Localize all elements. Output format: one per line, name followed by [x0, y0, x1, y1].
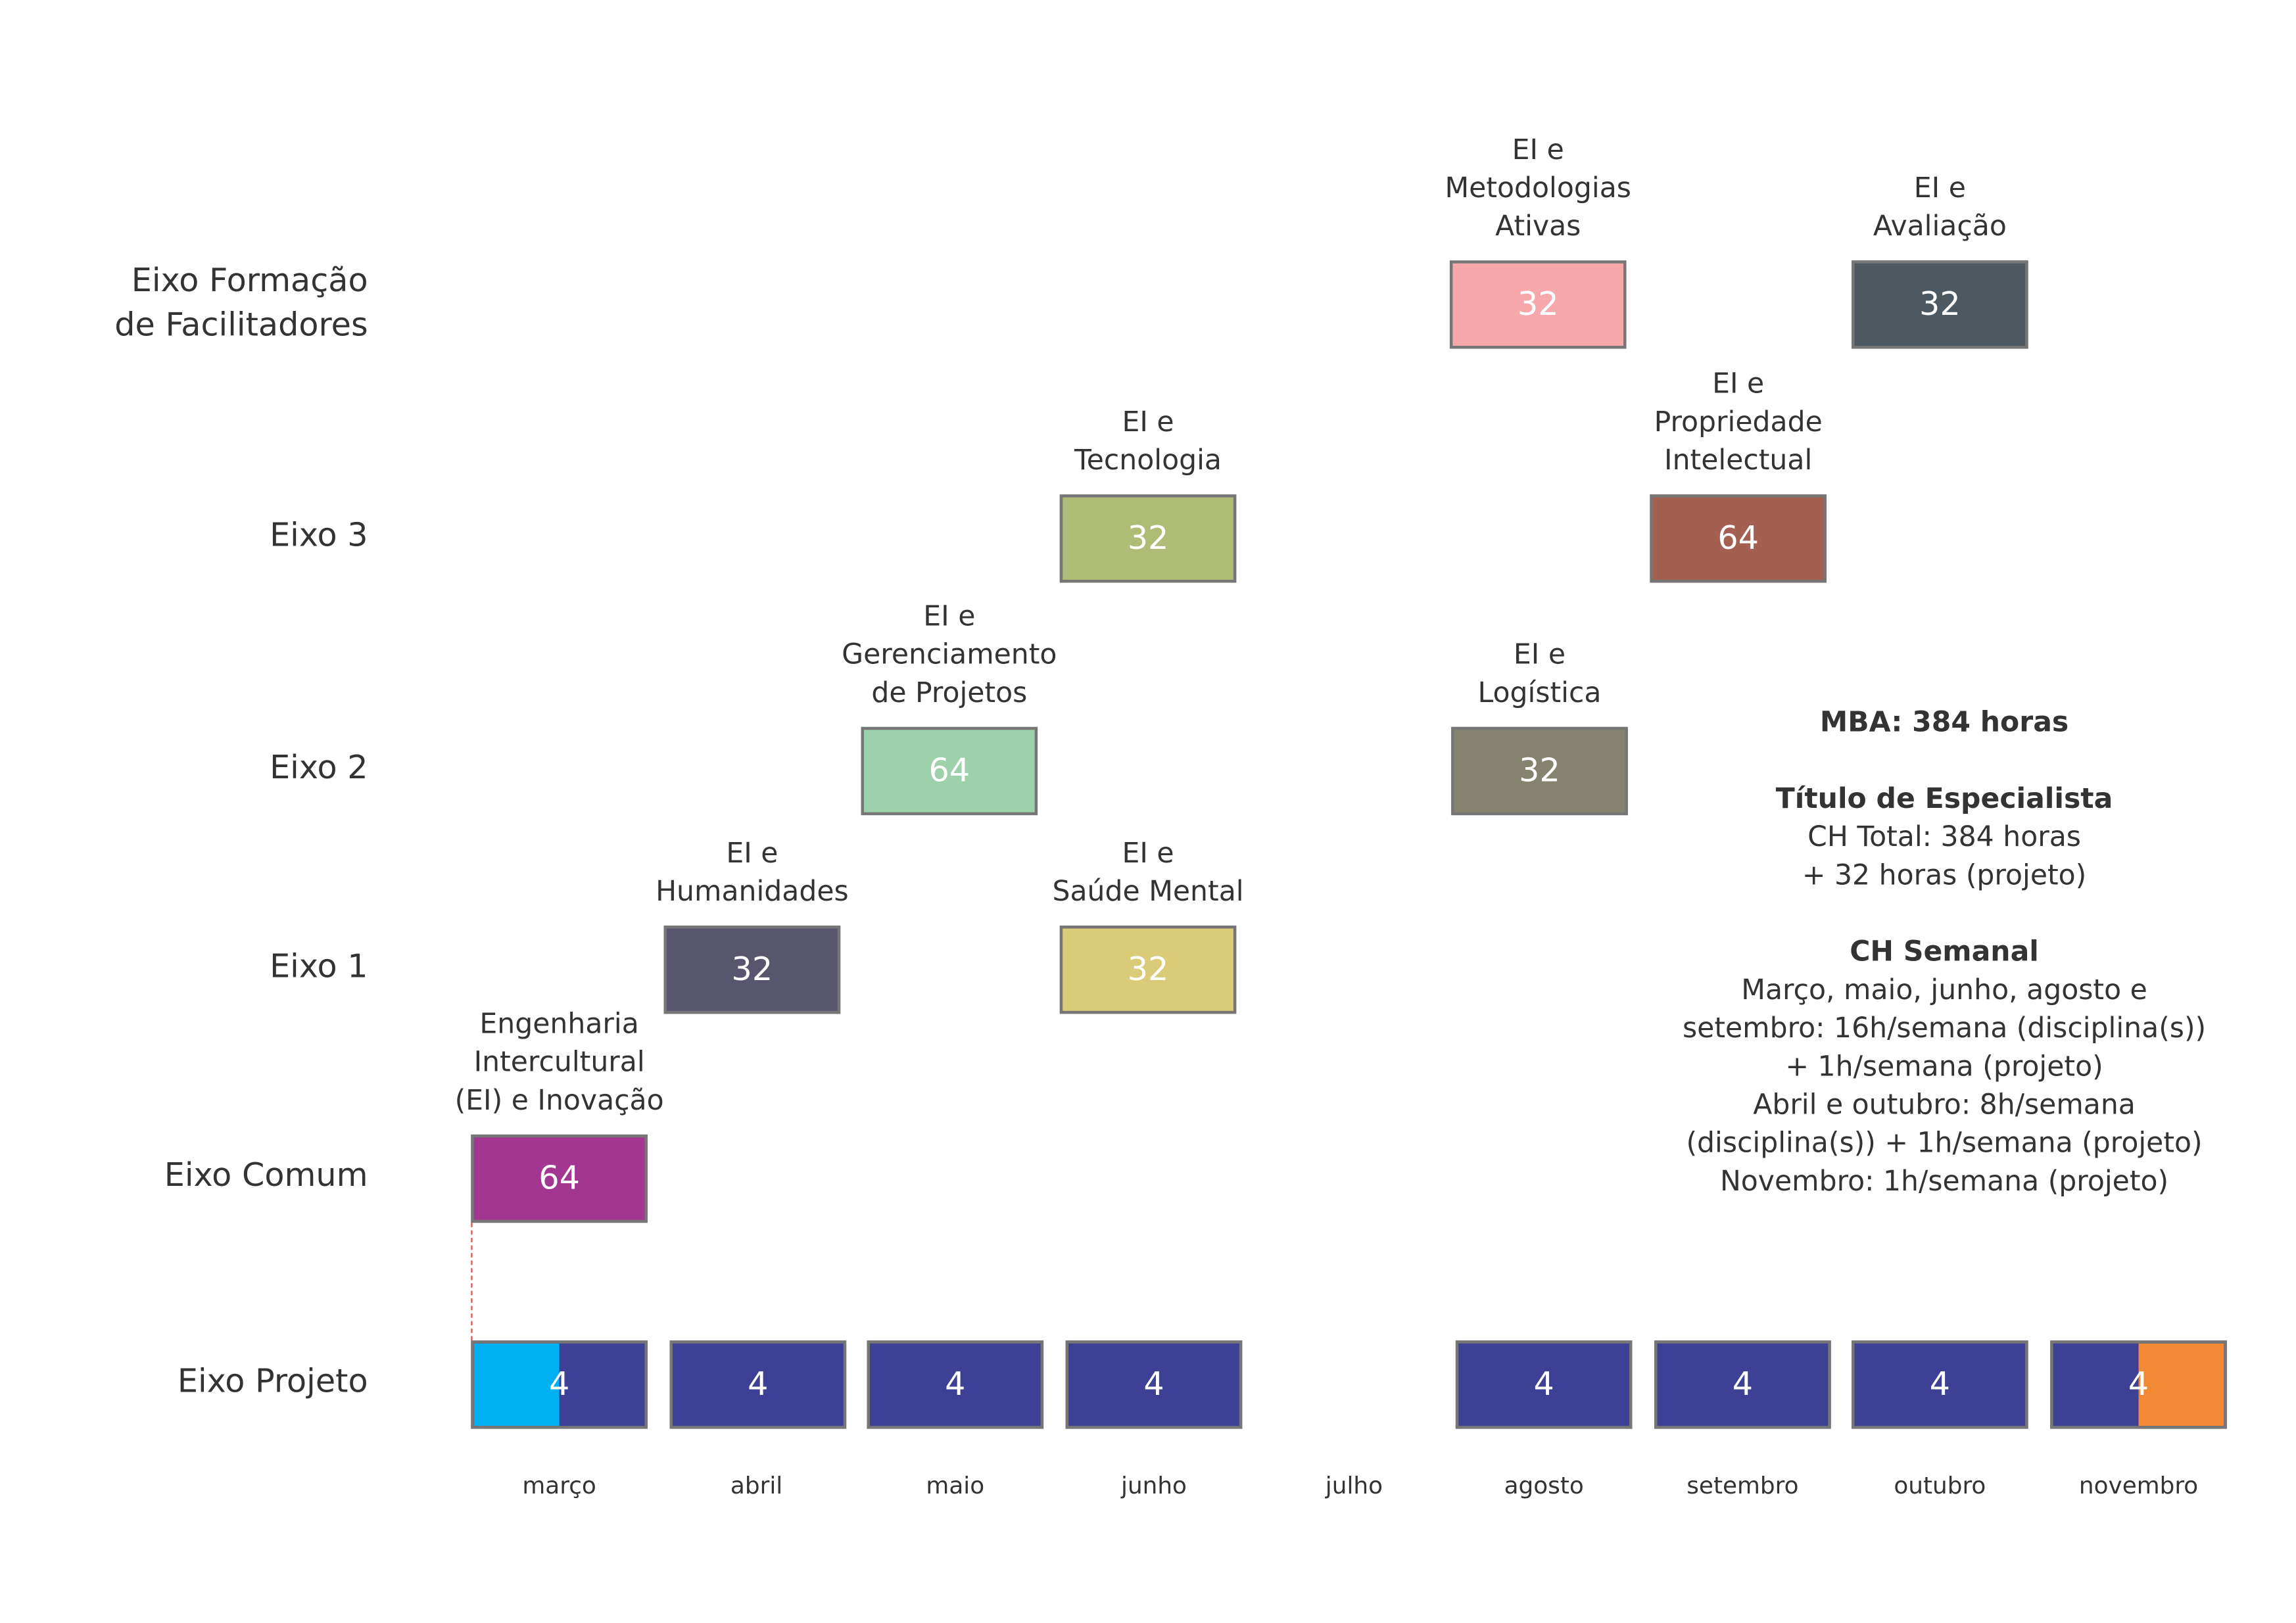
month-label: março — [522, 1471, 596, 1500]
module-box: 64 — [471, 1134, 648, 1223]
month-label: outubro — [1894, 1471, 1986, 1500]
module-title: Engenharia Intercultural (EI) e Inovação — [454, 1008, 664, 1117]
project-hours: 4 — [945, 1366, 966, 1403]
connector-line — [471, 1223, 473, 1341]
module-title: EI e Logística — [1477, 638, 1602, 709]
mba-total: MBA: 384 horas — [1819, 706, 2069, 739]
module-box: 64 — [1650, 494, 1827, 583]
project-start-marker — [473, 1343, 560, 1426]
month-label: abril — [730, 1471, 783, 1500]
semanal-line: Março, maio, junho, agosto e — [1741, 974, 2147, 1007]
project-hours: 4 — [2128, 1366, 2149, 1403]
row-label-eixo-comum: Eixo Comum — [164, 1158, 368, 1195]
module-title: EI e Metodologias Ativas — [1445, 133, 1631, 243]
month-label: novembro — [2078, 1471, 2199, 1500]
module-title: EI e Saúde Mental — [1052, 837, 1244, 908]
module-title: EI e Propriedade Intelectual — [1654, 367, 1823, 477]
row-label-eixo-2: Eixo 2 — [270, 750, 368, 788]
month-label: maio — [926, 1471, 985, 1500]
semanal-line: Novembro: 1h/semana (projeto) — [1719, 1165, 2169, 1198]
project-block: 4 — [1455, 1340, 1633, 1429]
module-box: 32 — [1059, 494, 1237, 583]
project-hours: 4 — [1533, 1366, 1554, 1403]
semanal-line: Abril e outubro: 8h/semana — [1753, 1089, 2136, 1121]
project-hours: 4 — [1143, 1366, 1164, 1403]
project-block: 4 — [1852, 1340, 2028, 1429]
semanal-line: + 1h/semana (projeto) — [1785, 1050, 2103, 1083]
month-label: junho — [1121, 1471, 1187, 1500]
semanal-line: (disciplina(s)) + 1h/semana (projeto) — [1686, 1127, 2203, 1160]
semanal-line: setembro: 16h/semana (disciplina(s)) — [1682, 1012, 2207, 1045]
ch-projeto: + 32 horas (projeto) — [1802, 859, 2087, 892]
project-block: 4 — [669, 1340, 847, 1429]
project-block: 4 — [2050, 1340, 2227, 1429]
project-end-marker — [2138, 1343, 2224, 1426]
project-hours: 4 — [548, 1366, 570, 1403]
module-title: EI e Avaliação — [1873, 172, 2007, 243]
semanal-heading: CH Semanal — [1850, 935, 2039, 968]
project-block: 4 — [1654, 1340, 1831, 1429]
row-label-eixo-1: Eixo 1 — [270, 949, 368, 986]
titulo-heading: Título de Especialista — [1775, 782, 2113, 816]
module-box: 32 — [1059, 926, 1237, 1014]
row-label-eixo-projeto: Eixo Projeto — [177, 1364, 368, 1401]
month-label: agosto — [1504, 1471, 1584, 1500]
project-block: 4 — [867, 1340, 1044, 1429]
module-box: 32 — [1852, 260, 2028, 349]
module-title: EI e Gerenciamento de Projetos — [842, 600, 1057, 709]
project-block: 4 — [471, 1340, 648, 1429]
project-hours: 4 — [748, 1366, 769, 1403]
row-label-formacao: Eixo Formação de Facilitadores — [114, 263, 368, 344]
month-label: julho — [1325, 1471, 1383, 1500]
module-box: 32 — [1451, 726, 1628, 816]
project-hours: 4 — [1732, 1366, 1754, 1403]
module-title: EI e Tecnologia — [1074, 406, 1222, 477]
project-block: 4 — [1065, 1340, 1243, 1429]
row-label-eixo-3: Eixo 3 — [270, 517, 368, 555]
project-hours: 4 — [1929, 1366, 1951, 1403]
month-label: setembro — [1686, 1471, 1799, 1500]
module-box: 32 — [1449, 260, 1627, 349]
module-box: 32 — [663, 926, 841, 1014]
module-title: EI e Humanidades — [656, 837, 849, 908]
ch-total: CH Total: 384 horas — [1807, 821, 2081, 854]
module-box: 64 — [861, 726, 1038, 816]
info-panel: MBA: 384 horas Título de Especialista CH… — [1650, 703, 2238, 1201]
